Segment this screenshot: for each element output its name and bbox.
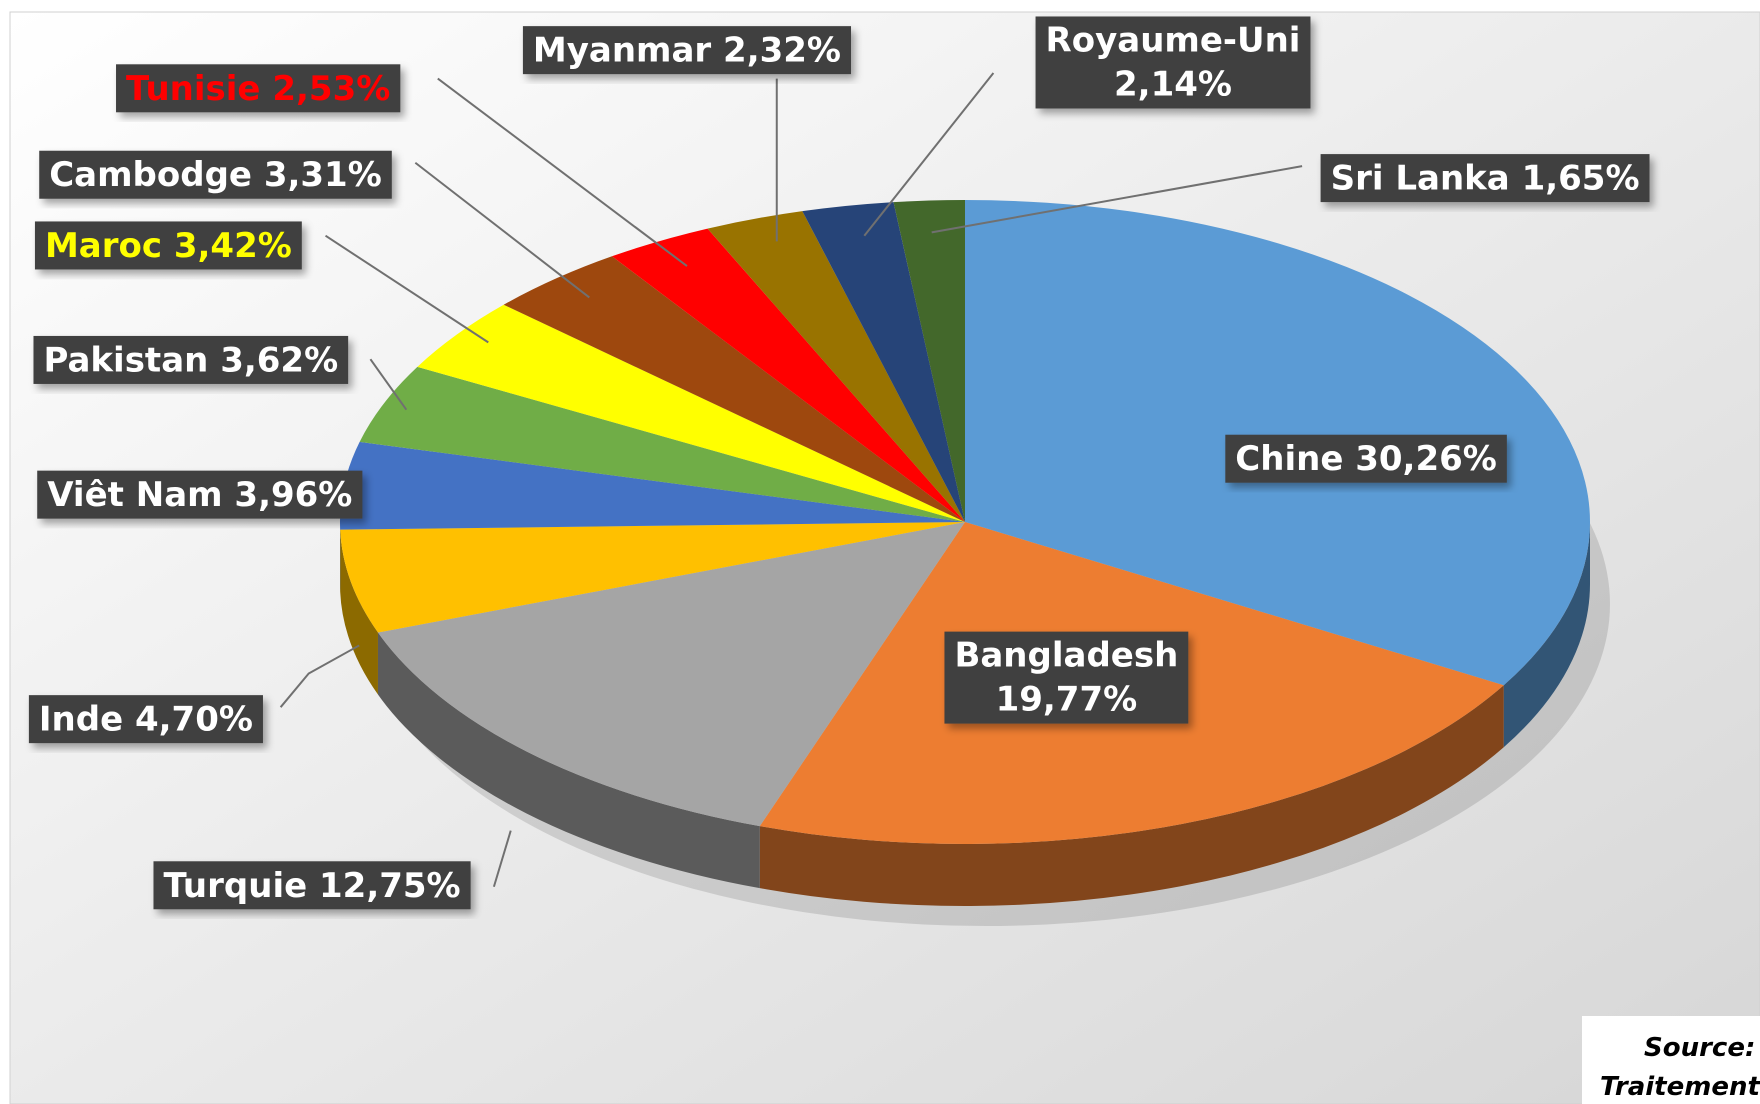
label-box [34, 221, 302, 270]
label-value: 2,53% [272, 68, 390, 108]
label-box [522, 26, 852, 75]
leader-line [279, 644, 360, 708]
label-value: 3,31% [264, 155, 382, 195]
label-box [33, 335, 349, 384]
label-name: Royaume-Uni [1046, 20, 1301, 60]
label-value: 3,96% [234, 475, 352, 515]
label: Sri Lanka 1,65% [1331, 158, 1640, 198]
label-name: Pakistan [43, 340, 208, 380]
label-name: Cambodge [49, 155, 252, 195]
label: Maroc 3,42% [45, 225, 292, 265]
data-label: Tunisie 2,53% [116, 64, 401, 113]
label-value: 12,75% [319, 865, 461, 905]
data-label: Myanmar 2,32% [522, 26, 852, 75]
label-value: 30,26% [1355, 439, 1497, 479]
label-box [37, 470, 363, 519]
label-name: Chine [1235, 439, 1343, 479]
pie-side [340, 529, 378, 695]
label-name: Tunisie [126, 68, 260, 108]
data-label: Inde 4,70% [28, 695, 263, 744]
label-name: Sri Lanka [1331, 158, 1510, 198]
label-name: Inde [39, 699, 123, 739]
label: Myanmar 2,32% [533, 30, 841, 70]
pie-slice [340, 522, 965, 633]
label: Pakistan 3,62% [43, 340, 338, 380]
data-label: Maroc 3,42% [34, 221, 302, 270]
pie-side [1503, 522, 1590, 748]
data-label: Pakistan 3,62% [33, 335, 349, 384]
label: Chine 30,26% [1235, 439, 1497, 479]
pie-slice [611, 228, 965, 522]
label-name: Turquie [163, 865, 307, 905]
label-value: 3,62% [220, 340, 338, 380]
source-box [1582, 1016, 1760, 1104]
label-box [28, 695, 263, 744]
label: Inde 4,70% [39, 699, 253, 739]
pie-slice [359, 366, 965, 522]
pie-slice [417, 304, 966, 522]
label-box [1225, 434, 1507, 483]
pie-slice [707, 211, 965, 522]
leader-line [863, 72, 995, 237]
label-value: 2,14% [1114, 64, 1232, 104]
label-value: 4,70% [135, 699, 253, 739]
label-box [39, 150, 392, 199]
label-value: 19,77% [996, 680, 1138, 720]
leader-line [931, 165, 1303, 234]
data-label: Cambodge 3,31% [39, 150, 392, 199]
label-name: Bangladesh [954, 636, 1178, 676]
pie-side [759, 685, 1504, 906]
label-name: Maroc [45, 225, 162, 265]
label-name: Viêt Nam [47, 475, 222, 515]
pie-slice [340, 441, 965, 530]
leader-line [437, 77, 688, 267]
leader-line [492, 830, 512, 888]
leader-line [414, 161, 590, 299]
label: Turquie 12,75% [163, 865, 460, 905]
label-box [944, 631, 1189, 724]
data-label: Turquie 12,75% [153, 861, 471, 910]
pie-side [377, 632, 760, 889]
label-name: Myanmar [533, 30, 712, 70]
data-label: Chine 30,26% [1225, 434, 1507, 483]
pie-slice [377, 522, 966, 827]
label: Viêt Nam 3,96% [47, 475, 352, 515]
label-box [1035, 16, 1311, 109]
label: Tunisie 2,53% [126, 68, 390, 108]
source: Source: E [1644, 1033, 1760, 1063]
pie-slice [893, 200, 965, 522]
label-box [153, 861, 471, 910]
data-label: Viêt Nam 3,96% [37, 470, 363, 519]
leader-line [324, 234, 489, 344]
leader-line [369, 358, 408, 411]
label: Cambodge 3,31% [49, 155, 382, 195]
processing: Traitement: [1600, 1072, 1760, 1102]
data-label: Sri Lanka 1,65% [1320, 154, 1650, 203]
label-value: 2,32% [723, 30, 841, 70]
pie-slice [503, 256, 965, 522]
label-value: 1,65% [1522, 158, 1640, 198]
pie-slice [802, 202, 965, 522]
label-value: 3,42% [174, 225, 292, 265]
label-box [1320, 154, 1650, 203]
label-box [116, 64, 401, 113]
